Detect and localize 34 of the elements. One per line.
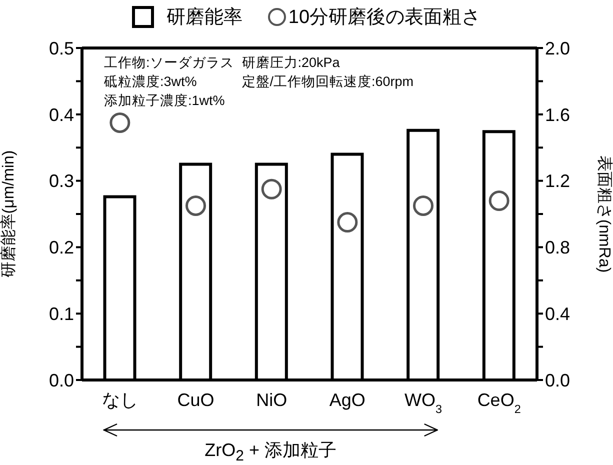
y2-tick-label: 0.8 [545, 238, 570, 258]
y-tick-label: 0.3 [48, 171, 74, 192]
y-tick-label: 0.1 [48, 304, 74, 324]
x-tick-label: CeO$_{2}$ [477, 390, 521, 416]
x-tick-label: WO$_{3}$ [404, 390, 442, 416]
point [261, 178, 282, 200]
x-tick-label: NiO [256, 390, 288, 410]
x-tick-label: AgO [329, 390, 366, 410]
y2-tick-label: 2.0 [545, 38, 570, 58]
annotation: 定盤/工作物回転速度:60rpm [242, 73, 414, 91]
point [186, 195, 206, 216]
y-tick-label: 0.2 [48, 238, 74, 258]
y-tick-label: 0.5 [48, 38, 74, 58]
y2-tick-label: 0.4 [545, 304, 570, 324]
y2-tick-label: 1.2 [545, 171, 570, 192]
point [110, 112, 130, 133]
point [413, 195, 434, 216]
annotation: 工作物:ソーダガラス [104, 54, 234, 72]
annotation: 砥粒濃度:3wt% [104, 73, 198, 91]
y-axis-title: 研磨能率(μm/min) [0, 150, 18, 278]
point [488, 190, 510, 211]
legend-label: 10分研磨後の表面粗さ [288, 6, 481, 30]
y-tick-label: 0.0 [48, 370, 74, 390]
legend-label: 研磨能率 [166, 6, 242, 30]
annotation: 添加粒子濃度:1wt% [104, 92, 226, 110]
y-tick-label: 0.4 [48, 104, 74, 125]
annotation: 研磨圧力:20kPa [242, 54, 341, 72]
y2-axis-title: 表面粗さ(nmRa) [595, 155, 613, 273]
x-tick-label: CuO [177, 390, 214, 410]
y2-tick-label: 1.6 [545, 104, 570, 125]
x-tick-label: なし [102, 390, 138, 410]
x-axis-title: ZrO$_{2}$ + 添加粒子 [204, 439, 338, 465]
point [337, 212, 358, 233]
y2-tick-label: 0.0 [545, 370, 570, 390]
